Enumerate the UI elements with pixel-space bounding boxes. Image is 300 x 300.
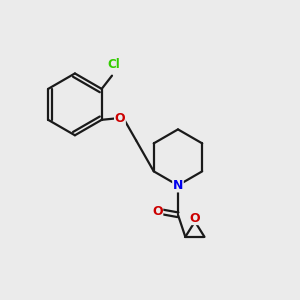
Text: N: N — [173, 179, 183, 192]
Text: Cl: Cl — [107, 58, 120, 71]
Text: O: O — [115, 112, 125, 125]
Text: O: O — [190, 212, 200, 224]
Text: O: O — [152, 205, 163, 218]
